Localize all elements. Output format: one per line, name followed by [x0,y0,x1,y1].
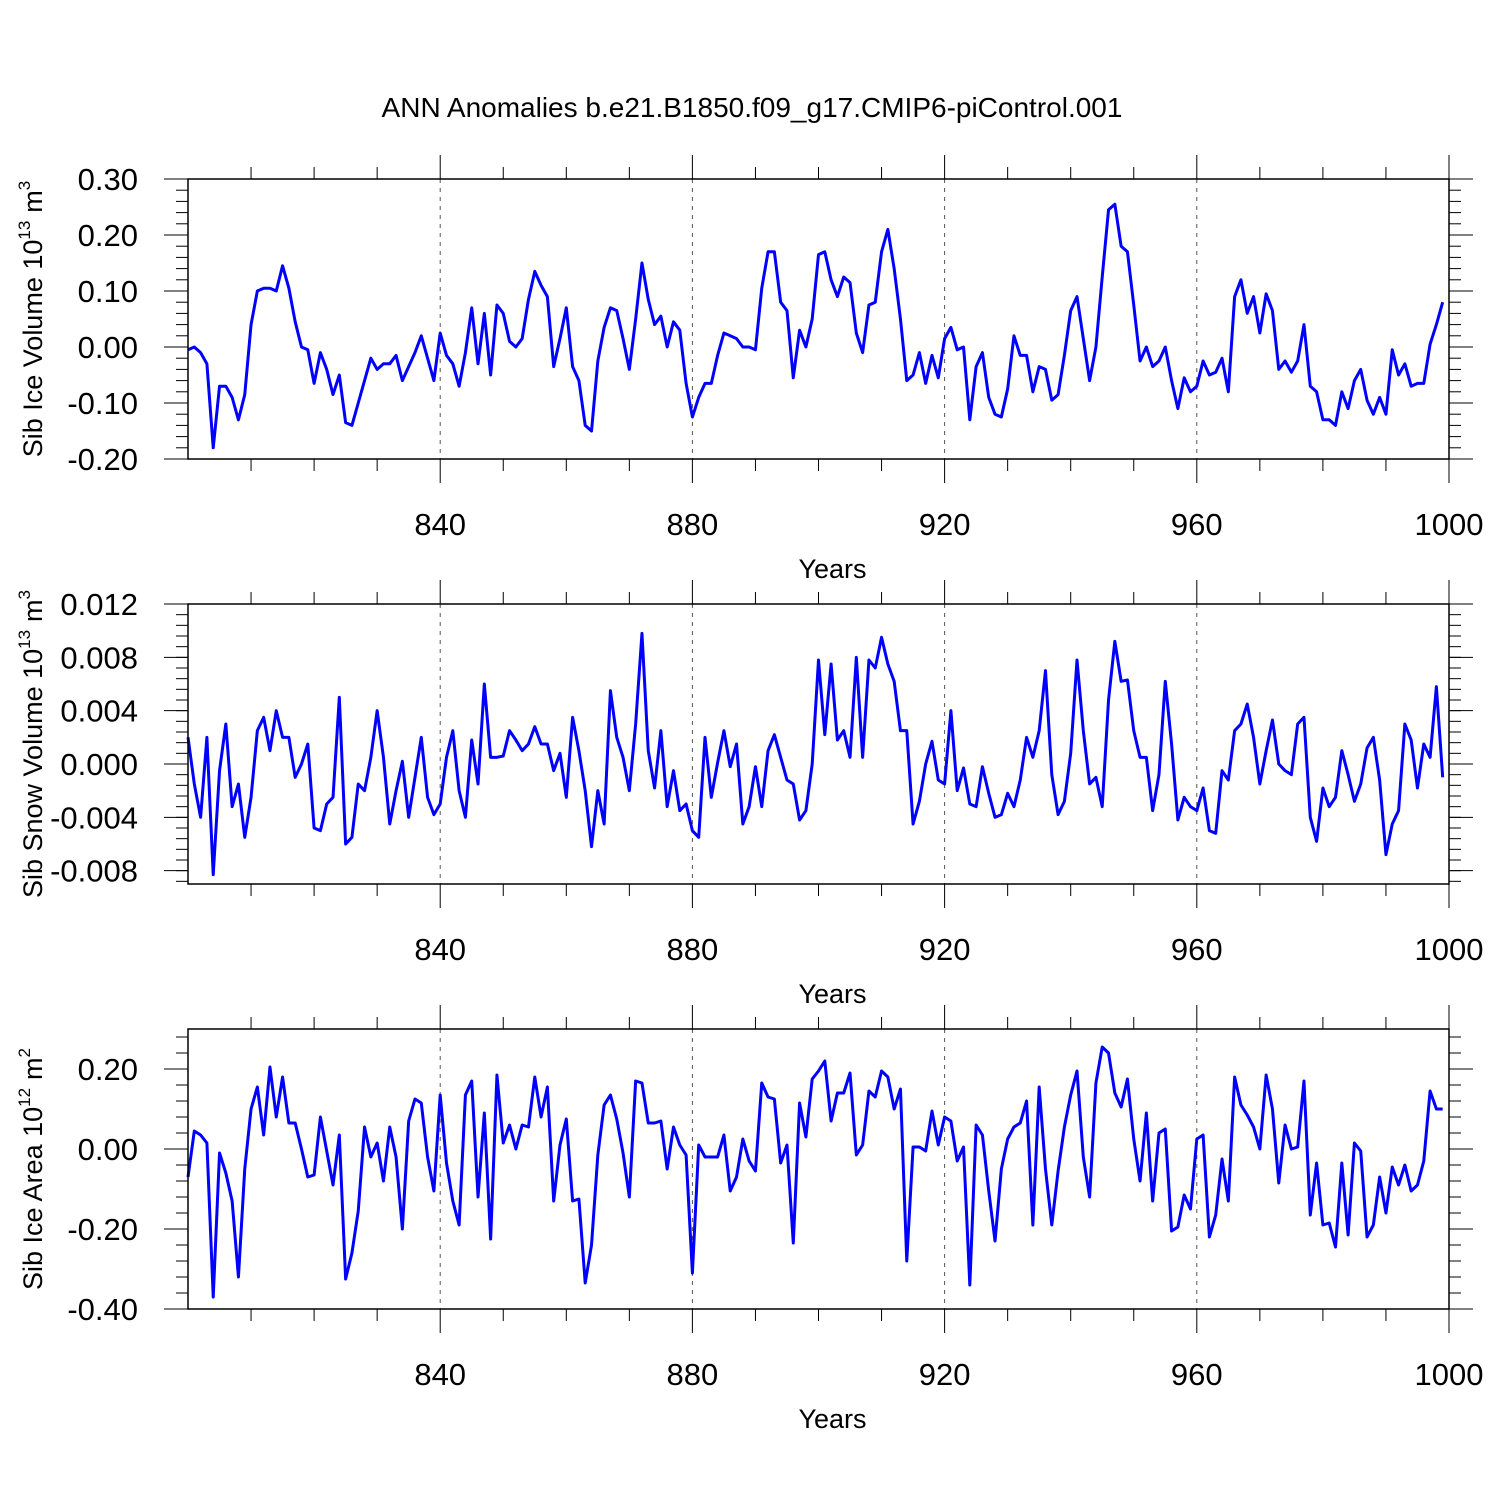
y-tick-label: 0.000 [60,747,138,782]
series-line [186,631,1445,877]
y-label-exp: 12 [15,1088,34,1107]
y-tick-label: 0.30 [78,162,138,197]
x-tick-label: 960 [1171,507,1223,542]
x-tick-label: 1000 [1415,507,1484,542]
y-label-exp: 13 [15,630,34,649]
x-axis-label: Years [798,979,866,1009]
y-label-text: Sib Ice Area 10 [18,1107,48,1290]
y-tick-label: -0.008 [50,854,138,889]
y-label-exp: 13 [15,221,34,240]
panels: -0.20 -0.10 0.00 0.10 0.20 0.30 840 880 920 960 10… [15,155,1483,1434]
panel-1: -0.20 -0.10 0.00 0.10 0.20 0.30 840 880 920 960 10… [15,155,1483,584]
y-label-text: Sib Ice Volume 10 [18,240,48,458]
y-tick-label: 0.00 [78,1132,138,1167]
plot-frame [187,1028,1450,1310]
y-tick-label: -0.20 [67,442,138,477]
x-tick-label: 880 [667,932,719,967]
x-tick-label: 920 [919,932,971,967]
y-label-unit: m [18,599,48,622]
y-tick-label: -0.10 [67,386,138,421]
y-tick-label: 0.10 [78,274,138,309]
panel-3: -0.40 -0.20 0.00 0.20 840 880 920 960 1000 Years S… [15,1005,1483,1434]
x-tick-label: 840 [414,507,466,542]
y-label-unit-exp: 2 [15,1048,34,1057]
x-tick-label: 840 [414,1357,466,1392]
x-axis-label: Years [798,554,866,584]
series-line [186,1045,1443,1299]
plot-frame [187,178,1450,460]
y-tick-label: 0.012 [60,587,138,622]
y-label-unit-exp: 3 [15,590,34,599]
y-tick-label: 0.20 [78,218,138,253]
y-tick-label: 0.004 [60,694,138,729]
x-tick-label: 880 [667,507,719,542]
y-axis-label: Sib Snow Volume 1013 m3 [15,590,48,898]
y-label-unit: m [18,1057,48,1080]
x-tick-label: 960 [1171,1357,1223,1392]
series-line [187,202,1445,450]
y-label-unit-exp: 3 [15,181,34,190]
x-tick-label: 1000 [1415,932,1484,967]
x-axis-label: Years [798,1404,866,1434]
x-tick-label: 920 [919,1357,971,1392]
y-tick-label: 0.00 [78,330,138,365]
plot-frame [187,603,1450,885]
y-label-text: Sib Snow Volume 10 [18,649,48,898]
x-tick-label: 840 [414,932,466,967]
y-tick-label: 0.008 [60,640,138,675]
x-tick-label: 1000 [1415,1357,1484,1392]
panel-2: -0.008 -0.004 0.000 0.004 0.008 0.012 840 880 92… [15,580,1483,1009]
y-tick-label: 0.20 [78,1052,138,1087]
y-tick-label: -0.20 [67,1212,138,1247]
y-tick-label: -0.40 [67,1292,138,1327]
y-axis-label: Sib Ice Area 1012 m2 [15,1048,48,1290]
figure-title: ANN Anomalies b.e21.B1850.f09_g17.CMIP6-… [382,92,1123,123]
x-tick-label: 880 [667,1357,719,1392]
x-tick-label: 960 [1171,932,1223,967]
y-label-unit: m [18,190,48,213]
x-tick-label: 920 [919,507,971,542]
y-tick-label: -0.004 [50,800,138,835]
y-axis-label: Sib Ice Volume 1013 m3 [15,181,48,458]
